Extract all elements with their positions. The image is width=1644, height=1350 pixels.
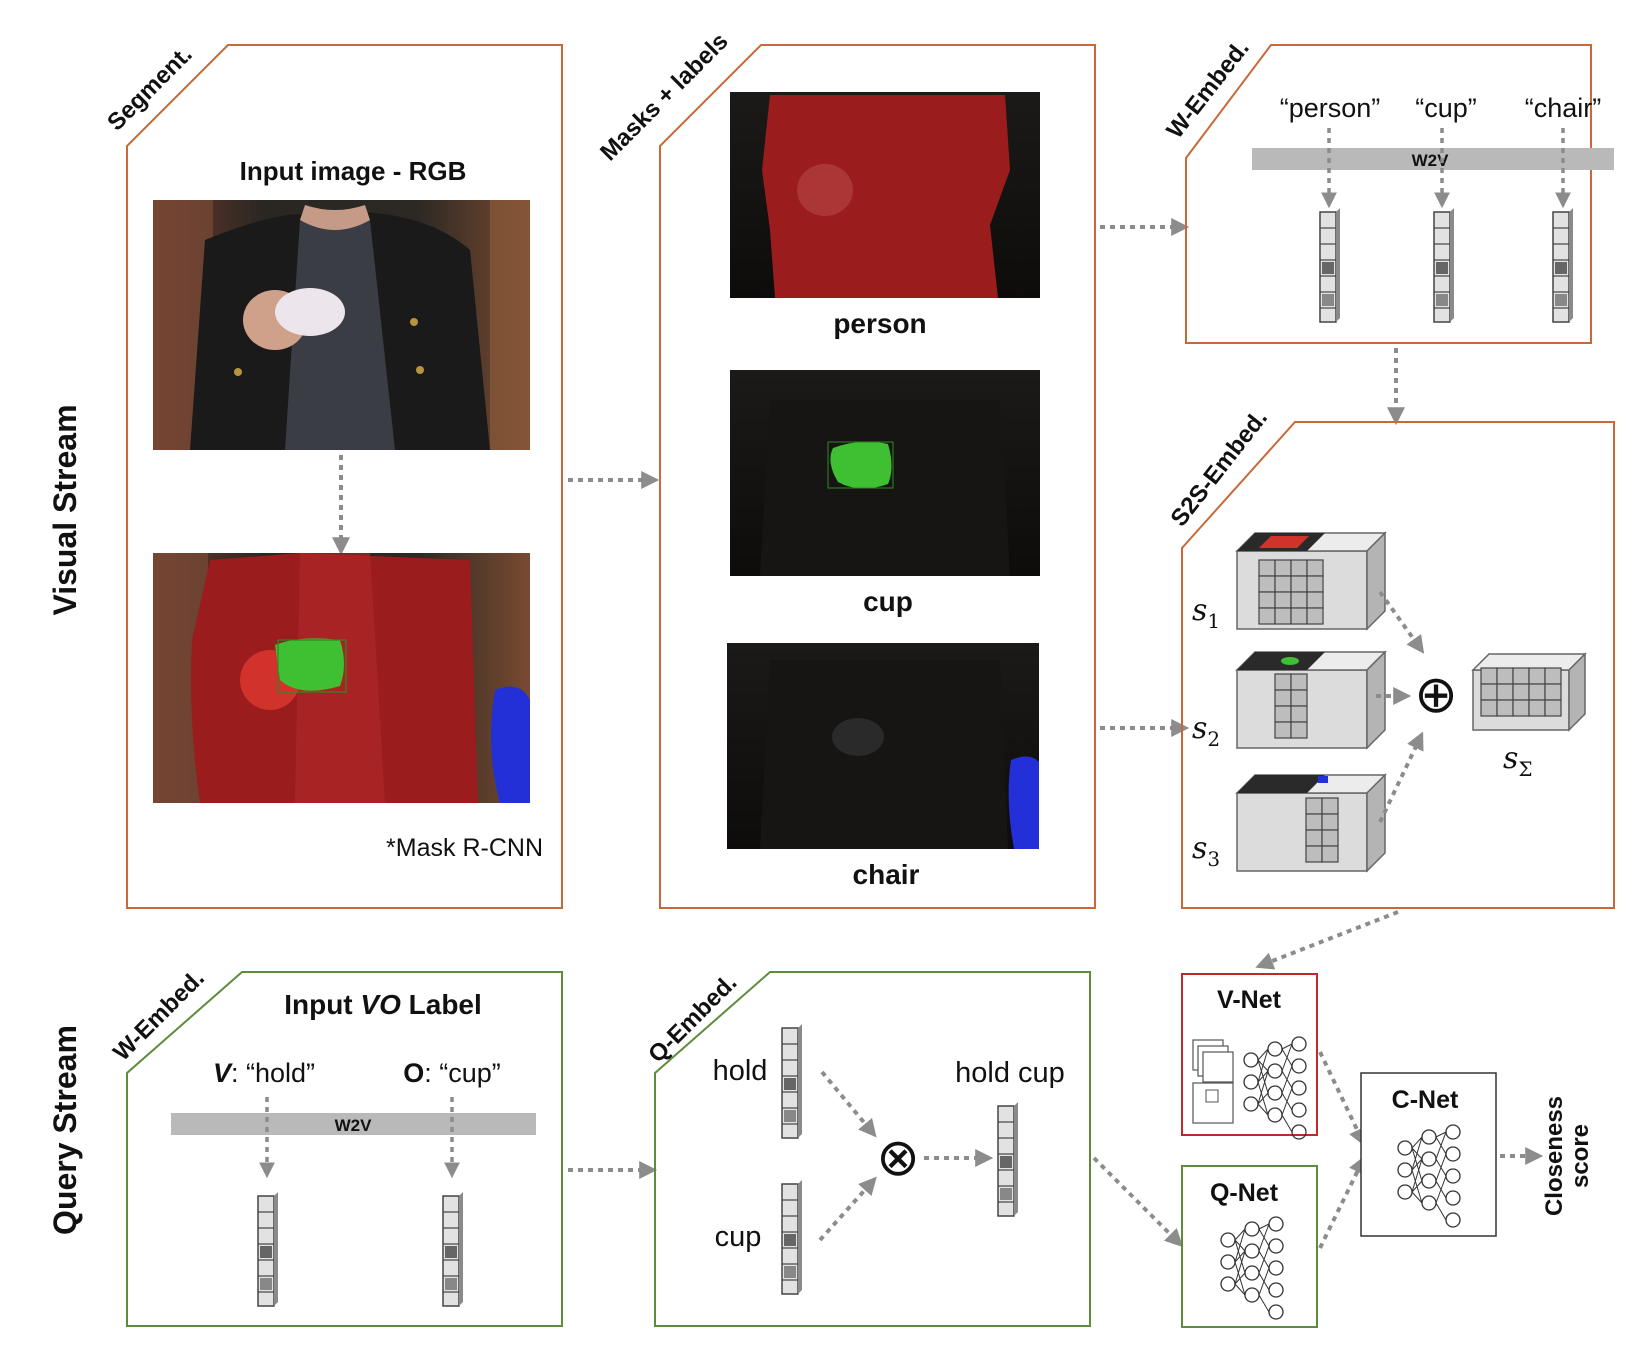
arrow-s2s-to-vnet (1255, 910, 1399, 970)
svg-text:W2V: W2V (335, 1116, 373, 1135)
otimes-operator: ⊗ (876, 1129, 920, 1187)
vnet-label: V-Net (1217, 986, 1282, 1014)
w2v-word-person: “person” (1280, 93, 1381, 123)
cup-mask-image (730, 370, 1040, 576)
object-input: O: “cup” (403, 1058, 501, 1088)
embedding-vector-cup-q (781, 1179, 803, 1295)
s1-cube (1236, 532, 1386, 630)
s2-cube (1236, 651, 1386, 749)
oplus-operator: ⊕ (1414, 666, 1458, 724)
w2v-word-cup: “cup” (1415, 93, 1477, 123)
masks-tag: Masks + labels (595, 28, 733, 166)
mask-label-chair: chair (853, 859, 920, 890)
visual-stream-label: Visual Stream (47, 404, 83, 615)
input-rgb-image (153, 200, 530, 450)
w2v-word-chair: “chair” (1525, 93, 1602, 123)
arrow-qnet-to-cnet (1318, 1155, 1366, 1249)
embedding-vector-hold (781, 1023, 803, 1139)
arrow-qembed-to-qnet (1092, 1156, 1184, 1248)
s3-label: s3 (1192, 831, 1220, 871)
mask-label-cup: cup (863, 586, 913, 617)
w-embed-query-tag: W-Embed. (108, 965, 210, 1067)
vnet-feature-maps-icon (1192, 1039, 1234, 1124)
q-embed-tag: Q-Embed. (643, 969, 742, 1068)
segmented-image (153, 553, 530, 803)
embedding-vector-holdcup (997, 1101, 1019, 1217)
segment-panel: Segment. Input image - RGB *Mask R-CNN (102, 41, 563, 909)
qnet-box: Q-Net (1181, 1165, 1318, 1328)
w2v-bar-query: W2V (171, 1113, 536, 1135)
segment-title: Input image - RGB (240, 156, 467, 186)
verb-input: V: “hold” (213, 1058, 315, 1088)
segment-footnote: *Mask R-CNN (386, 834, 543, 862)
embedding-vector-chair (1552, 207, 1574, 323)
q-word-combined: hold cup (955, 1057, 1065, 1089)
w2v-bar-visual: W2V (1252, 148, 1614, 170)
person-mask-image (730, 92, 1040, 298)
s2s-embed-panel: S2S-Embed. s1 s2 (1165, 405, 1615, 909)
cnet-label: C-Net (1392, 1086, 1459, 1114)
query-stream-label: Query Stream (47, 1025, 83, 1235)
s2-label: s2 (1192, 711, 1220, 751)
q-word-cup: cup (715, 1221, 762, 1253)
q-word-hold: hold (713, 1055, 768, 1087)
q-embed-panel: Q-Embed. hold cup hold cup ⊗ (643, 969, 1091, 1327)
closeness-score-label: Closenessscore (1541, 1096, 1594, 1216)
arrow-vnet-to-cnet (1318, 1051, 1366, 1147)
svg-text:W2V: W2V (1412, 151, 1450, 170)
embedding-vector-verb (257, 1191, 279, 1307)
embedding-vector-person (1319, 207, 1341, 323)
cnet-box: C-Net (1360, 1072, 1497, 1237)
embedding-vector-object (442, 1191, 464, 1307)
qnet-label: Q-Net (1210, 1179, 1279, 1207)
ssum-cube (1471, 652, 1587, 732)
s2s-tag: S2S-Embed. (1165, 405, 1272, 532)
chair-mask-image (727, 643, 1039, 849)
masks-panel: Masks + labels person cup chair (595, 28, 1096, 909)
vnet-box: V-Net (1181, 973, 1318, 1140)
s3-cube (1236, 774, 1386, 872)
w-embed-visual-panel: W-Embed. “person” “cup” “chair” W2V (1161, 35, 1614, 344)
input-vo-label-title: Input VO Label (284, 989, 482, 1020)
mask-label-person: person (833, 308, 926, 339)
embedding-vector-cup (1433, 207, 1455, 323)
ssum-label: sΣ (1503, 741, 1533, 781)
s1-label: s1 (1192, 593, 1220, 633)
w-embed-query-panel: W-Embed. Input VO Label V: “hold” O: “cu… (108, 965, 563, 1327)
